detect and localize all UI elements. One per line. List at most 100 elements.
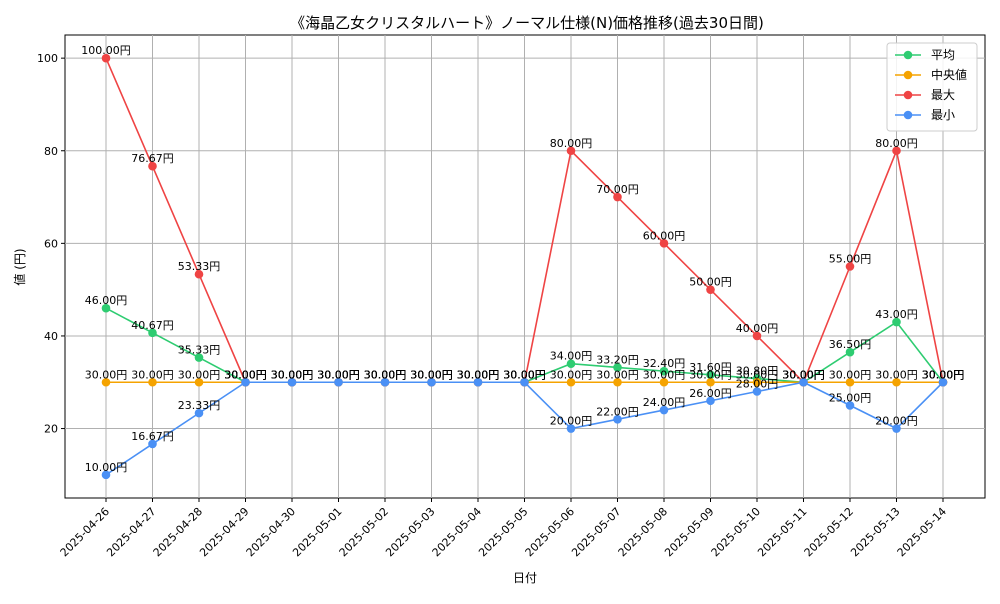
- data-label: 30.00円: [922, 368, 965, 381]
- y-tick-label: 40: [44, 330, 58, 343]
- data-label: 23.33円: [178, 399, 221, 412]
- legend-label: 中央値: [931, 67, 967, 82]
- data-point: [148, 377, 157, 387]
- data-point: [892, 317, 901, 327]
- data-label: 100.00円: [81, 44, 131, 57]
- data-label: 80.00円: [550, 137, 593, 150]
- data-point: [892, 424, 901, 433]
- y-tick-label: 100: [37, 52, 58, 65]
- data-point: [845, 377, 855, 387]
- y-tick-label: 80: [44, 145, 58, 158]
- data-point: [659, 377, 669, 387]
- legend-box: [886, 42, 978, 132]
- data-point: [799, 377, 808, 387]
- data-label: 30.00円: [875, 368, 918, 381]
- data-point: [706, 396, 715, 406]
- data-label: 30.00円: [922, 368, 965, 381]
- data-label: 30.00円: [178, 368, 221, 381]
- data-point: [334, 377, 343, 387]
- legend-label: 最大: [931, 88, 955, 102]
- data-point: [566, 377, 576, 387]
- data-point: [473, 377, 483, 387]
- data-label: 30.00円: [85, 368, 128, 381]
- data-point: [194, 377, 204, 387]
- data-label: 30.00円: [782, 368, 825, 381]
- data-point: [659, 239, 669, 248]
- data-label: 30.00円: [224, 368, 267, 381]
- data-point: [613, 414, 622, 424]
- data-label: 10.00円: [85, 461, 128, 474]
- data-label: 30.00円: [829, 368, 872, 381]
- data-point: [148, 161, 157, 171]
- data-point: [148, 328, 157, 338]
- axes: 204060801002025-04-262025-04-272025-04-2…: [37, 52, 949, 559]
- legend-label: 最小: [931, 108, 955, 122]
- data-label: 30.00円: [782, 368, 825, 381]
- data-label: 30.00円: [503, 368, 546, 381]
- data-label: 24.00円: [643, 396, 686, 409]
- data-point: [845, 401, 855, 410]
- data-label: 30.00円: [364, 368, 407, 381]
- legend-swatch-marker: [903, 90, 913, 100]
- data-label: 30.00円: [736, 368, 779, 381]
- data-point: [892, 377, 901, 387]
- data-label: 46.00円: [85, 294, 128, 307]
- data-label: 35.33円: [178, 344, 221, 357]
- data-label: 30.00円: [364, 368, 407, 381]
- data-label: 30.00円: [457, 368, 500, 381]
- data-label: 30.00円: [317, 368, 360, 381]
- data-label: 30.00円: [922, 368, 965, 381]
- data-point: [520, 377, 529, 387]
- data-label: 30.00円: [317, 368, 360, 381]
- data-point: [659, 405, 669, 415]
- data-label: 30.00円: [317, 368, 360, 381]
- data-point: [101, 53, 111, 63]
- data-label: 30.00円: [224, 368, 267, 381]
- data-label: 30.00円: [317, 368, 360, 381]
- legend-label: 平均: [931, 48, 955, 62]
- data-point: [380, 377, 390, 387]
- data-point: [706, 370, 715, 380]
- data-label: 22.00円: [596, 405, 639, 418]
- data-label: 30.00円: [503, 368, 546, 381]
- data-label: 36.50円: [829, 338, 872, 351]
- data-label: 30.00円: [271, 368, 314, 381]
- legend-swatch-marker: [903, 70, 913, 80]
- data-point: [752, 377, 762, 387]
- data-label: 30.00円: [457, 368, 500, 381]
- data-point: [194, 408, 204, 418]
- data-label: 26.00円: [689, 387, 732, 400]
- data-label: 30.00円: [224, 368, 267, 381]
- data-point: [752, 387, 762, 396]
- data-label: 30.00円: [271, 368, 314, 381]
- data-point: [566, 424, 576, 433]
- data-point: [101, 377, 111, 387]
- data-label: 30.00円: [782, 368, 825, 381]
- data-point: [241, 377, 250, 387]
- data-label: 30.00円: [643, 368, 686, 381]
- data-label: 30.00円: [503, 368, 546, 381]
- series-lines: [101, 53, 948, 480]
- data-label: 70.00円: [596, 183, 639, 196]
- data-point: [706, 285, 715, 294]
- data-point: [892, 146, 901, 156]
- data-point: [101, 470, 111, 480]
- data-label: 28.00円: [736, 378, 779, 391]
- data-label: 50.00円: [689, 276, 732, 289]
- data-label: 20.00円: [550, 415, 593, 428]
- data-point: [659, 366, 669, 376]
- data-label: 30.00円: [364, 368, 407, 381]
- data-label: 30.00円: [224, 368, 267, 381]
- data-point: [566, 146, 576, 156]
- data-point: [287, 377, 297, 387]
- legend-swatch-marker: [903, 50, 913, 60]
- data-point: [148, 439, 157, 449]
- data-label: 25.00円: [829, 391, 872, 404]
- data-label: 40.67円: [131, 319, 174, 332]
- data-label: 30.00円: [689, 368, 732, 381]
- data-label: 30.00円: [271, 368, 314, 381]
- data-label: 30.00円: [410, 368, 453, 381]
- chart-title: 《海晶乙女クリスタルハート》ノーマル仕様(N)価格推移(過去30日間): [290, 14, 764, 32]
